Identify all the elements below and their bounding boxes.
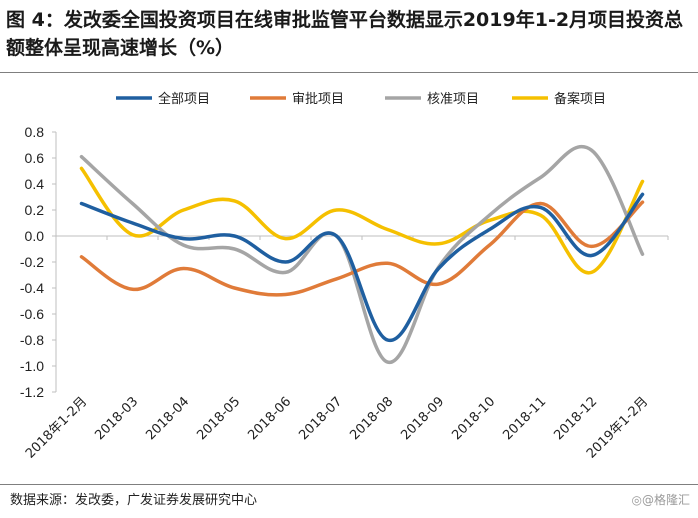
y-tick-label: 0.2: [25, 202, 45, 218]
y-tick-label: -0.4: [20, 280, 44, 296]
source-note: 数据来源：发改委，广发证券发展研究中心: [10, 493, 258, 508]
y-tick-label: 0.8: [25, 124, 45, 140]
x-tick-label: 2018年1-2月: [23, 394, 90, 461]
y-axis: 0.8 0.6 0.4 0.2 0.0 -0.2 -0.4 -0.6 -0.8 -1.0 -1.2: [20, 124, 57, 400]
series-layer: [79, 144, 645, 364]
series-line-3: [79, 144, 645, 364]
legend-label-1: 全部项目: [158, 91, 210, 107]
title-divider: [0, 72, 698, 73]
x-tick-label: 2018-12: [551, 394, 600, 443]
y-tick-label: 0.0: [25, 228, 45, 244]
circle-icon: ◎: [631, 493, 642, 507]
series-line-4: [79, 166, 645, 275]
legend-label-3: 核准项目: [427, 92, 479, 107]
x-tick-label: 2018-04: [143, 394, 192, 443]
y-tick-label: -0.8: [20, 332, 44, 348]
x-tick-label: 2018-08: [347, 394, 396, 443]
y-tick-label: -1.2: [20, 384, 44, 400]
x-tick-label: 2018-10: [449, 394, 498, 443]
legend-label-4: 备案项目: [554, 91, 606, 107]
legend-label-2: 审批项目: [292, 92, 344, 107]
x-tick-label: 2018-11: [500, 394, 549, 443]
footer-divider: [0, 484, 698, 485]
y-tick-label: -1.0: [20, 358, 44, 374]
x-tick-label: 2018-09: [398, 394, 447, 443]
x-tick-label: 2018-03: [92, 394, 141, 443]
y-tick-label: -0.6: [20, 306, 44, 322]
y-tick-label: -0.2: [20, 254, 44, 270]
watermark: ◎@格隆汇: [632, 491, 691, 508]
line-chart: 全部项目 审批项目 核准项目 备案项目 0.8 0.6 0.4 0.2 0.0 -0.2 -0.4…: [20, 91, 669, 462]
y-tick-label: 0.6: [25, 150, 45, 166]
x-axis: 2018年1-2月 2018-03 2018-04 2018-05 2018-06 201…: [23, 235, 669, 462]
y-tick-label: 0.4: [25, 176, 45, 192]
title-bar: 图 4：发改委全国投资项目在线审批监管平台数据显示2019年1-2月项目投资总额…: [0, 0, 698, 66]
watermark-text: @格隆汇: [641, 493, 690, 507]
series-line-2: [79, 200, 645, 297]
x-tick-label: 2018-05: [194, 394, 243, 443]
legend: 全部项目 审批项目 核准项目 备案项目: [116, 91, 606, 107]
chart-title: 图 4：发改委全国投资项目在线审批监管平台数据显示2019年1-2月项目投资总额…: [6, 9, 684, 59]
x-tick-label: 2018-07: [296, 394, 345, 443]
series-line-1: [79, 192, 645, 342]
x-tick-label: 2018-06: [245, 394, 294, 443]
